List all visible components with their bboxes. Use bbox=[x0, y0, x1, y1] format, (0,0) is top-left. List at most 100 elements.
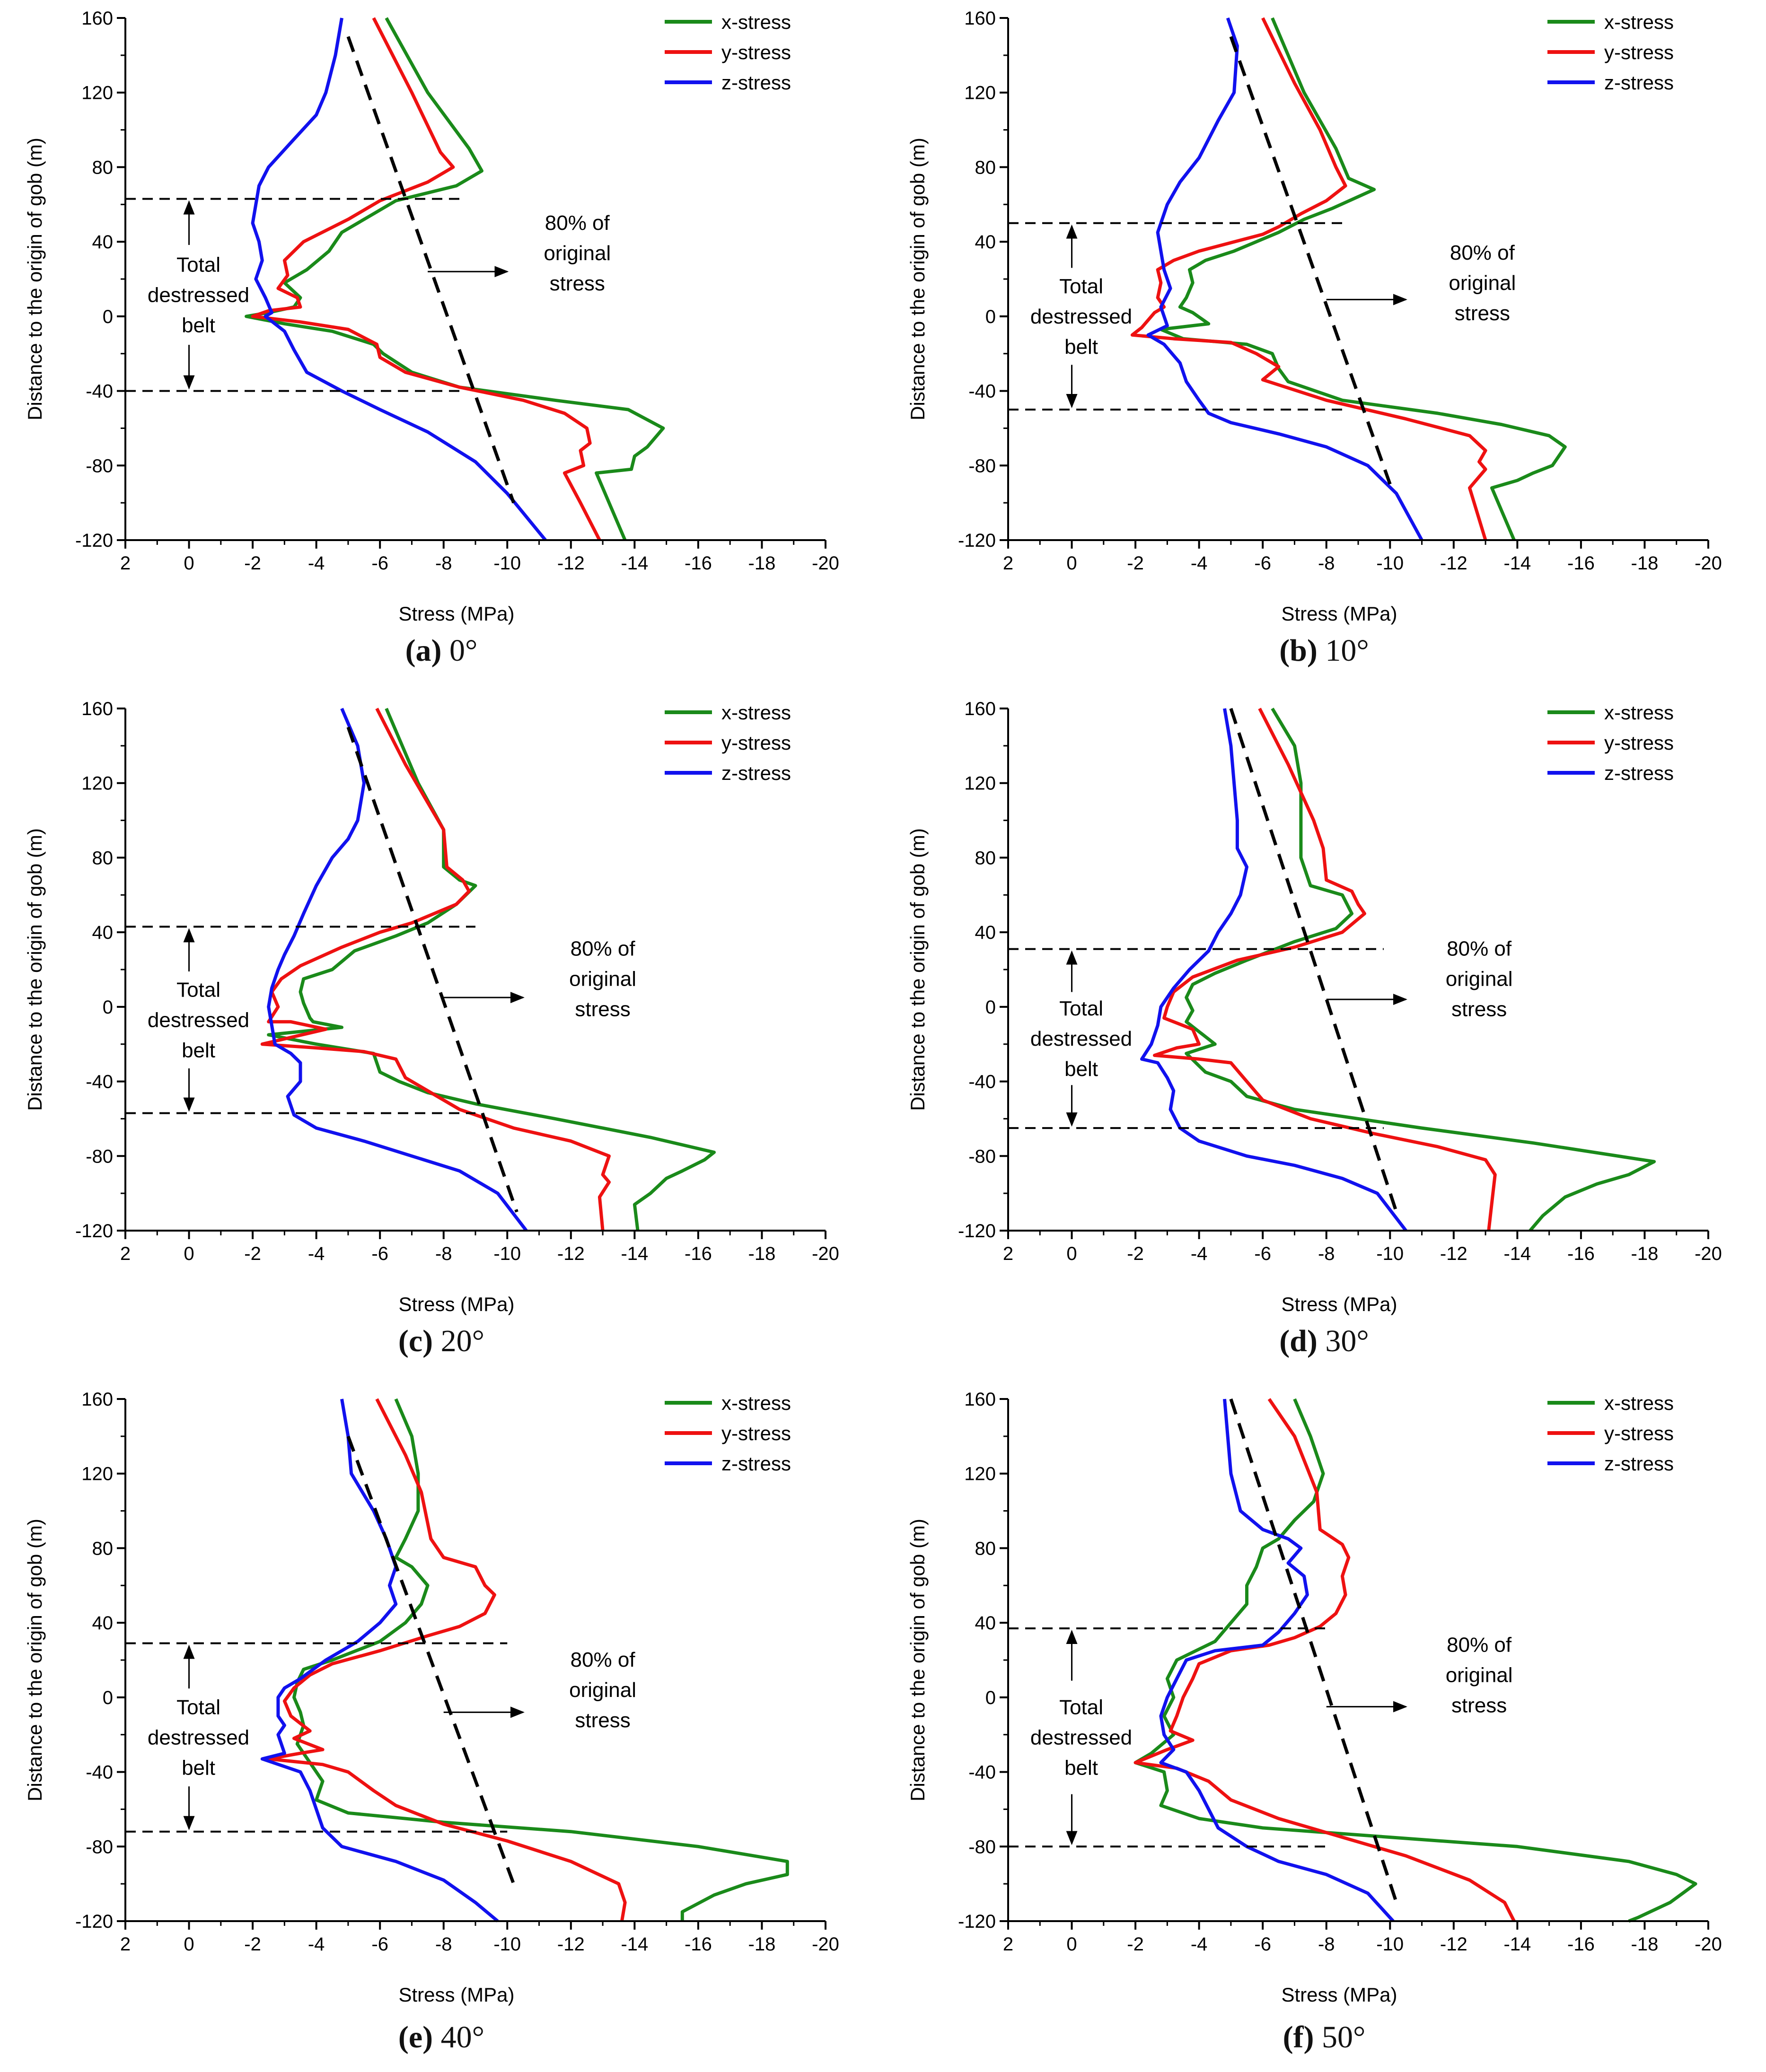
y-tick-label: 160 bbox=[81, 1389, 113, 1410]
reference-label-line: stress bbox=[1451, 998, 1507, 1021]
reference-label-line: stress bbox=[1451, 1694, 1507, 1717]
caption-e: (e) 40° bbox=[0, 2020, 883, 2055]
y-tick-label: -120 bbox=[958, 1221, 996, 1241]
x-tick-label: -6 bbox=[1254, 1934, 1271, 1955]
legend-label: z-stress bbox=[721, 762, 791, 784]
chart-d: Total destressed belt 80% of original stress 2… bbox=[906, 699, 1722, 1315]
y-axis-title: Distance to the origin of gob (m) bbox=[906, 828, 929, 1111]
reference-label-line: 80% of bbox=[1447, 1634, 1512, 1657]
belt-label-line: Total bbox=[176, 978, 220, 1001]
y-tick-label: 80 bbox=[975, 1538, 996, 1559]
x-tick-label: 2 bbox=[1003, 1243, 1013, 1264]
y-stress-line bbox=[260, 708, 611, 1231]
reference-label-line: stress bbox=[1455, 302, 1510, 325]
x-tick-label: -16 bbox=[685, 1934, 712, 1955]
x-tick-label: -6 bbox=[1254, 1243, 1271, 1264]
x-axis-title: Stress (MPa) bbox=[398, 603, 514, 625]
y-tick-label: -80 bbox=[86, 1146, 113, 1167]
legend-label: y-stress bbox=[1604, 41, 1674, 63]
y-tick-label: -40 bbox=[968, 381, 996, 402]
x-tick-label: -6 bbox=[1254, 553, 1271, 574]
x-tick-label: -14 bbox=[621, 1934, 648, 1955]
x-tick-label: -14 bbox=[621, 553, 648, 574]
x-stress-line bbox=[292, 1398, 789, 1921]
reference-80pct-line bbox=[346, 36, 516, 504]
y-tick-label: -120 bbox=[75, 1911, 113, 1932]
x-tick-label: -8 bbox=[1318, 553, 1335, 574]
x-tick-label: -18 bbox=[1631, 1243, 1659, 1264]
caption-angle: 10° bbox=[1325, 633, 1369, 668]
x-tick-label: -2 bbox=[1127, 1243, 1144, 1264]
x-axis-title: Stress (MPa) bbox=[1281, 1293, 1397, 1315]
reference-label-line: original bbox=[544, 242, 611, 265]
belt-label-line: Total bbox=[176, 1696, 220, 1719]
z-stress-line bbox=[260, 1399, 499, 1923]
legend-label: y-stress bbox=[721, 732, 791, 754]
reference-80pct-line bbox=[346, 726, 518, 1213]
x-tick-label: -14 bbox=[1503, 553, 1531, 574]
y-tick-label: -120 bbox=[958, 1911, 996, 1932]
reference-label-line: 80% of bbox=[545, 211, 610, 235]
y-tick-label: 80 bbox=[92, 848, 114, 868]
legend-label: x-stress bbox=[1604, 1392, 1674, 1414]
x-stress-line bbox=[1133, 1398, 1697, 1923]
caption-letter: (b) bbox=[1279, 633, 1318, 668]
x-tick-label: -16 bbox=[685, 553, 712, 574]
x-tick-label: -8 bbox=[1318, 1243, 1335, 1264]
belt-label-line: destressed bbox=[1030, 1027, 1132, 1050]
y-stress-line bbox=[1133, 1398, 1516, 1922]
x-tick-label: -18 bbox=[1631, 553, 1659, 574]
caption-angle: 30° bbox=[1325, 1324, 1369, 1358]
x-tick-label: -12 bbox=[1440, 553, 1467, 574]
panel-f: Total destressed belt 80% of original stress 2… bbox=[883, 1381, 1766, 2072]
legend-label: x-stress bbox=[1604, 701, 1674, 724]
y-axis-title: Distance to the origin of gob (m) bbox=[24, 1519, 46, 1801]
reference-label-line: stress bbox=[575, 1709, 630, 1732]
belt-label-line: destressed bbox=[1030, 305, 1132, 328]
y-tick-label: 160 bbox=[964, 8, 996, 29]
y-tick-label: -120 bbox=[75, 1221, 113, 1241]
y-tick-label: -80 bbox=[968, 1146, 996, 1167]
x-tick-label: -18 bbox=[1631, 1934, 1659, 1955]
y-tick-label: 120 bbox=[964, 1464, 996, 1485]
belt-label-line: belt bbox=[1064, 1757, 1098, 1780]
x-tick-label: 0 bbox=[184, 1243, 194, 1264]
belt-label-line: belt bbox=[1064, 1058, 1098, 1081]
caption-f: (f) 50° bbox=[883, 2020, 1766, 2055]
x-tick-label: -6 bbox=[371, 553, 388, 574]
y-tick-label: 40 bbox=[975, 1613, 996, 1634]
x-tick-label: -20 bbox=[1695, 1243, 1722, 1264]
panel-e: Total destressed belt 80% of original stress 2… bbox=[0, 1381, 883, 2072]
y-tick-label: 160 bbox=[964, 699, 996, 719]
x-tick-label: -6 bbox=[371, 1243, 388, 1264]
x-tick-label: -10 bbox=[1376, 553, 1404, 574]
x-tick-label: -16 bbox=[1567, 553, 1595, 574]
belt-label-line: Total bbox=[176, 254, 220, 277]
x-tick-label: -10 bbox=[493, 1934, 521, 1955]
x-tick-label: 0 bbox=[1066, 1934, 1077, 1955]
belt-label-line: belt bbox=[182, 1039, 215, 1062]
caption-b: (b) 10° bbox=[883, 633, 1766, 669]
x-tick-label: 0 bbox=[1066, 553, 1077, 574]
panel-d: Total destressed belt 80% of original stress 2… bbox=[883, 691, 1766, 1381]
chart-e: Total destressed belt 80% of original stress 2… bbox=[24, 1389, 839, 2006]
y-axis-title: Distance to the origin of gob (m) bbox=[906, 1519, 929, 1801]
y-tick-label: -40 bbox=[86, 1762, 113, 1783]
belt-label-line: destressed bbox=[148, 1726, 249, 1749]
caption-angle: 20° bbox=[440, 1324, 485, 1358]
x-tick-label: -14 bbox=[1503, 1243, 1531, 1264]
x-tick-label: -2 bbox=[1127, 553, 1144, 574]
chart-f: Total destressed belt 80% of original stress 2… bbox=[906, 1389, 1722, 2006]
x-tick-label: -20 bbox=[1695, 1934, 1722, 1955]
legend-label: x-stress bbox=[721, 701, 791, 724]
x-axis-title: Stress (MPa) bbox=[1281, 603, 1397, 625]
x-tick-label: -18 bbox=[748, 553, 776, 574]
y-tick-label: -80 bbox=[86, 1836, 113, 1857]
x-tick-label: 0 bbox=[1066, 1243, 1077, 1264]
reference-label-line: original bbox=[1449, 271, 1516, 295]
y-tick-label: -120 bbox=[958, 530, 996, 551]
x-axis-title: Stress (MPa) bbox=[1281, 1984, 1397, 2006]
x-stress-line bbox=[1159, 17, 1567, 541]
x-tick-label: -4 bbox=[308, 553, 325, 574]
x-tick-label: -4 bbox=[1191, 553, 1208, 574]
